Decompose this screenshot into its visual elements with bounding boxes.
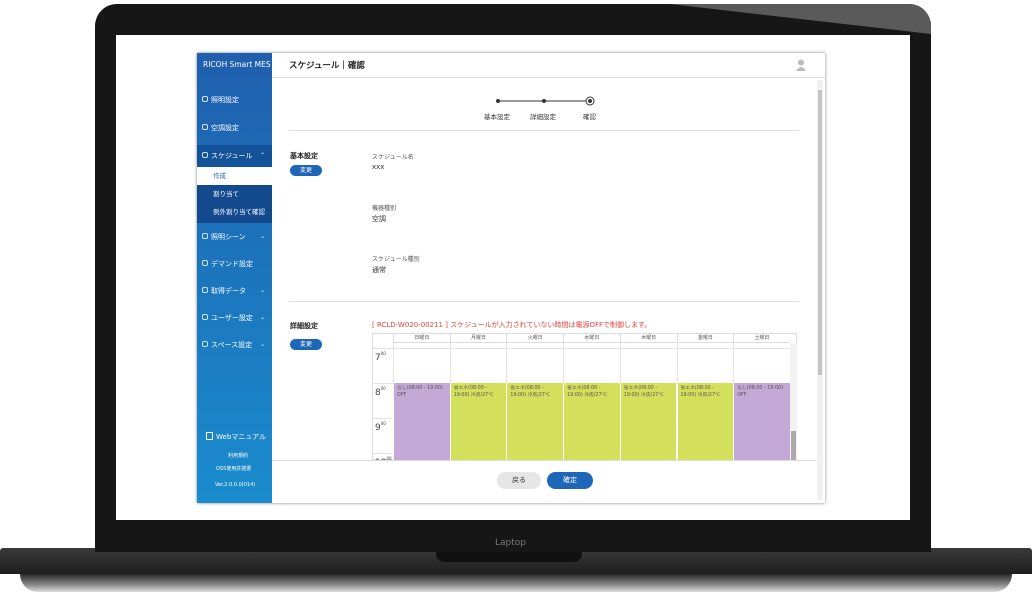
menu-icon <box>202 124 208 130</box>
menu-label: 空調設定 <box>211 124 239 132</box>
brand: RICOH Smart MES <box>203 60 271 69</box>
field-label: スケジュール名 <box>372 154 414 161</box>
menu-item[interactable]: 空調設定 <box>197 117 272 139</box>
menu-item[interactable]: 照明設定 <box>197 89 272 111</box>
menu-item[interactable]: スケジュール ⌃ <box>197 145 272 167</box>
edit-button[interactable]: 変更 <box>290 339 322 350</box>
field-label: スケジュール種別 <box>372 256 420 263</box>
notice: [ RCLD-W020-00211 ] スケジュールが入力されていない時間は電源… <box>372 321 652 329</box>
menu-label: 取得データ <box>211 287 246 295</box>
schedule-block[interactable]: なし(08:00 - 19:00) OFF <box>733 383 790 460</box>
menu-item[interactable]: 照明シーン ⌄ <box>197 226 272 248</box>
submenu-item[interactable]: 例外割り当て確認 <box>213 208 265 216</box>
divider <box>289 301 799 302</box>
submenu-item[interactable]: 割り当て <box>213 190 239 198</box>
menu-item[interactable]: ユーザー設定 ⌄ <box>197 307 272 329</box>
edit-button[interactable]: 変更 <box>290 165 322 176</box>
hour-number: 7 <box>375 353 381 363</box>
hour-number: 9 <box>375 423 381 433</box>
day-header: 水曜日 <box>563 333 620 343</box>
menu-icon <box>202 233 208 239</box>
calendar-mask <box>372 460 797 470</box>
header-line <box>272 77 825 78</box>
menu-icon <box>202 152 208 158</box>
menu-item[interactable]: 取得データ ⌄ <box>197 280 272 302</box>
hour-label: 700 <box>375 351 386 363</box>
day-header: 土曜日 <box>733 333 790 343</box>
section-heading: 詳細設定 <box>290 322 318 330</box>
menu-label: スケジュール <box>211 152 253 160</box>
chevron: ⌃ <box>259 152 265 159</box>
menu-icon <box>202 341 208 347</box>
hour-minutes: 00 <box>380 386 386 391</box>
laptop-base-lip <box>20 574 1012 592</box>
menu-icon <box>202 96 208 102</box>
back-button[interactable]: 戻る <box>497 472 541 489</box>
hour-number: 8 <box>375 388 381 398</box>
section-heading: 基本設定 <box>290 152 318 160</box>
schedule-block[interactable]: 省エネ(08:00 - 19:00) 冷房/27℃ <box>619 383 677 460</box>
menu-item[interactable]: デマンド設定 <box>197 253 272 275</box>
sidebar <box>197 53 272 503</box>
hour-label: 800 <box>375 386 386 398</box>
menu-label: スペース設定 <box>211 341 253 349</box>
terms-link[interactable]: 利用規約 <box>228 453 249 459</box>
calendar-scrollbar[interactable] <box>790 343 797 460</box>
field-value: 通常 <box>372 266 386 274</box>
menu-label: 照明シーン <box>211 233 246 241</box>
schedule-block[interactable]: 省エネ(08:00 - 19:00) 冷房/27℃ <box>563 383 620 460</box>
menu-icon <box>202 260 208 266</box>
page-title: スケジュール｜確認 <box>289 61 365 71</box>
confirm-button[interactable]: 確定 <box>547 472 593 489</box>
manual-label: Webマニュアル <box>216 433 267 441</box>
version: Ver.2.0.0.0(014) <box>215 482 256 488</box>
page-scrollbar[interactable] <box>817 80 823 500</box>
schedule-block[interactable]: 省エネ(08:00 - 19:00) 冷房/27℃ <box>506 383 564 460</box>
footer-line <box>272 460 817 461</box>
field-value: 空調 <box>372 215 386 223</box>
menu-icon <box>202 314 208 320</box>
day-header: 日曜日 <box>393 333 450 343</box>
schedule-block[interactable]: なし(08:00 - 19:00) OFF <box>393 383 450 460</box>
menu-label: 照明設定 <box>211 96 239 104</box>
field-label: 機器種別 <box>372 205 397 212</box>
divider <box>289 130 799 131</box>
schedule-block[interactable]: 省エネ(08:00 - 19:00) 冷房/27℃ <box>449 383 507 460</box>
field-value: xxx <box>372 163 385 171</box>
chevron: ⌄ <box>259 314 265 321</box>
submenu-item[interactable]: 作成 <box>197 167 272 185</box>
hour-minutes: 00 <box>386 456 392 461</box>
menu-icon <box>202 287 208 293</box>
menu-item[interactable]: スペース設定 ⌄ <box>197 334 272 356</box>
schedule-block[interactable]: 省エネ(08:00 - 19:00) 冷房/27℃ <box>676 383 734 460</box>
menu-label: ユーザー設定 <box>211 314 253 322</box>
device-label: Laptop <box>495 538 526 548</box>
chevron: ⌄ <box>259 341 265 348</box>
step-label: 確認 <box>583 113 596 121</box>
step-label: 基本設定 <box>484 113 510 121</box>
day-header: 火曜日 <box>506 333 564 343</box>
manual-link[interactable]: Webマニュアル <box>206 432 266 442</box>
hour-line <box>372 348 790 349</box>
step-label: 詳細設定 <box>530 113 556 121</box>
hour-minutes: 00 <box>380 421 386 426</box>
oss-link[interactable]: OSS使用許諾書 <box>216 466 252 472</box>
user-icon[interactable] <box>796 59 806 71</box>
chevron: ⌄ <box>259 233 265 240</box>
day-header: 金曜日 <box>676 333 734 343</box>
hour-label: 900 <box>375 421 386 433</box>
hour-minutes: 00 <box>380 351 386 356</box>
chevron: ⌄ <box>259 287 265 294</box>
day-header: 月曜日 <box>449 333 507 343</box>
manual-icon <box>206 432 213 440</box>
menu-label: デマンド設定 <box>211 260 253 268</box>
stepper <box>496 96 595 106</box>
bezel-gloss <box>670 4 931 34</box>
day-header: 木曜日 <box>619 333 677 343</box>
